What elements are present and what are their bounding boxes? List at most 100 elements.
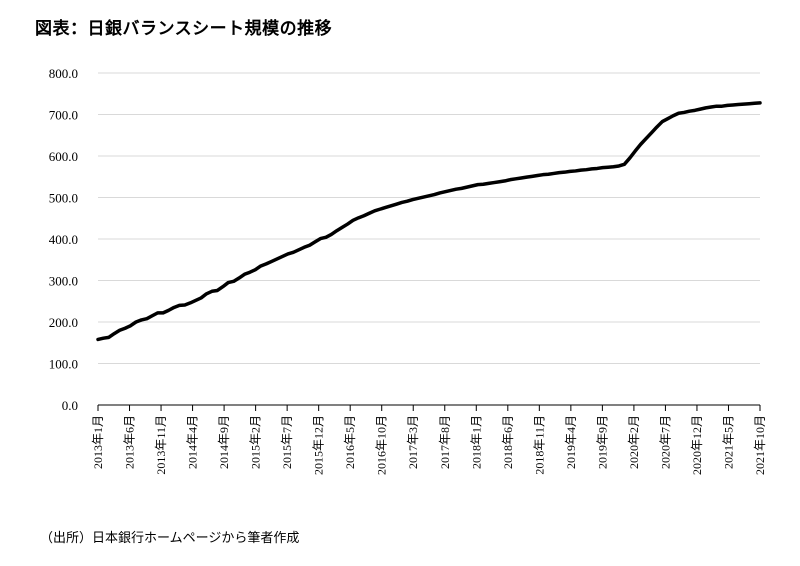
data-point bbox=[688, 110, 691, 112]
data-point bbox=[618, 165, 620, 167]
data-point bbox=[303, 246, 305, 248]
x-tick-label: 2020年7月 bbox=[658, 415, 672, 469]
data-point bbox=[379, 208, 381, 210]
x-tick-label: 2021年5月 bbox=[721, 415, 735, 469]
x-tick-label: 2015年2月 bbox=[249, 415, 263, 469]
data-point bbox=[292, 251, 294, 253]
data-point bbox=[699, 108, 701, 110]
data-point bbox=[553, 172, 555, 175]
data-point bbox=[602, 167, 604, 169]
data-point bbox=[216, 289, 218, 292]
series bbox=[96, 101, 762, 342]
data-point bbox=[678, 112, 680, 114]
data-point bbox=[542, 174, 544, 176]
data-point bbox=[661, 120, 663, 123]
x-tick-label: 2020年12月 bbox=[690, 415, 704, 475]
data-point bbox=[536, 174, 539, 177]
data-point bbox=[569, 170, 571, 172]
data-point bbox=[417, 197, 419, 199]
x-tick-label: 2019年9月 bbox=[595, 415, 609, 469]
data-point bbox=[623, 163, 625, 165]
x-tick-label: 2016年10月 bbox=[375, 415, 389, 475]
data-point bbox=[705, 107, 707, 109]
data-point bbox=[433, 193, 436, 196]
x-tick-label: 2014年9月 bbox=[217, 415, 231, 469]
data-point bbox=[357, 217, 360, 219]
data-point bbox=[743, 103, 745, 105]
chart-title: 図表：日銀バランスシート規模の推移 bbox=[35, 19, 333, 39]
x-tick-label: 2016年5月 bbox=[343, 415, 357, 469]
data-point bbox=[753, 102, 756, 104]
data-point bbox=[129, 325, 132, 327]
data-point bbox=[493, 181, 495, 184]
data-point bbox=[309, 244, 311, 246]
data-point bbox=[520, 177, 522, 179]
data-point bbox=[450, 189, 452, 192]
x-tick-label: 2018年11月 bbox=[532, 415, 546, 475]
data-point bbox=[634, 150, 636, 152]
data-point bbox=[547, 173, 549, 175]
y-tick-label: 400.0 bbox=[49, 232, 78, 247]
x-tick-label: 2014年4月 bbox=[186, 415, 200, 469]
data-point bbox=[222, 286, 224, 288]
data-point bbox=[401, 201, 403, 204]
data-point bbox=[184, 304, 186, 306]
data-point bbox=[721, 105, 723, 107]
data-point bbox=[629, 157, 631, 159]
data-point bbox=[650, 132, 653, 134]
data-point bbox=[108, 336, 110, 338]
data-point bbox=[422, 196, 425, 198]
x-tick-label: 2020年2月 bbox=[627, 415, 641, 469]
y-tick-label: 500.0 bbox=[49, 191, 78, 206]
data-point bbox=[347, 223, 349, 225]
data-point bbox=[167, 309, 170, 311]
data-point bbox=[314, 241, 316, 243]
data-point bbox=[471, 185, 474, 187]
x-tick-label: 2015年7月 bbox=[280, 415, 294, 469]
data-point bbox=[189, 302, 191, 304]
data-point bbox=[97, 338, 99, 341]
data-point bbox=[412, 198, 414, 201]
x-tick-label: 2017年3月 bbox=[406, 415, 420, 469]
data-point bbox=[580, 169, 582, 171]
series-line bbox=[96, 101, 762, 342]
data-point bbox=[151, 315, 153, 317]
data-point bbox=[102, 337, 105, 339]
x-tick-label: 2017年8月 bbox=[438, 415, 452, 469]
y-tick-label: 0.0 bbox=[62, 398, 78, 413]
x-tick-label: 2015年12月 bbox=[312, 415, 326, 475]
y-tick-label: 700.0 bbox=[49, 108, 78, 123]
data-point bbox=[124, 327, 126, 329]
data-point bbox=[574, 170, 577, 172]
x-axis-ticks: 2013年1月 2013年6月 2013年11月 2014年4月 2014年9月 2015… bbox=[91, 405, 767, 475]
x-tick-label: 2013年11月 bbox=[154, 415, 168, 475]
y-tick-label: 300.0 bbox=[49, 274, 78, 289]
data-point bbox=[113, 333, 115, 335]
x-tick-label: 2018年6月 bbox=[501, 415, 515, 469]
y-axis-ticks: 0.0 100.0 200.0 300.0 400.0 500.0 600.0 700.0 80… bbox=[49, 66, 78, 413]
y-tick-label: 200.0 bbox=[49, 315, 78, 330]
data-point bbox=[667, 118, 669, 120]
data-point bbox=[672, 115, 674, 117]
data-point bbox=[439, 192, 441, 194]
data-point bbox=[330, 233, 332, 236]
data-point bbox=[531, 175, 533, 177]
y-tick-label: 800.0 bbox=[49, 66, 78, 81]
data-point bbox=[390, 205, 392, 207]
data-point bbox=[656, 126, 658, 128]
data-point bbox=[173, 306, 175, 309]
data-point bbox=[504, 180, 506, 182]
data-point bbox=[243, 273, 246, 275]
data-point bbox=[694, 109, 696, 111]
y-tick-label: 600.0 bbox=[49, 149, 78, 164]
x-tick-label: 2013年6月 bbox=[123, 415, 137, 469]
x-tick-label: 2021年10月 bbox=[753, 415, 767, 475]
data-point bbox=[455, 188, 457, 190]
data-point bbox=[591, 168, 593, 170]
data-point bbox=[146, 318, 148, 320]
x-tick-label: 2019年4月 bbox=[564, 415, 578, 469]
data-point bbox=[238, 277, 240, 279]
data-point bbox=[737, 103, 739, 106]
data-point bbox=[612, 166, 615, 168]
